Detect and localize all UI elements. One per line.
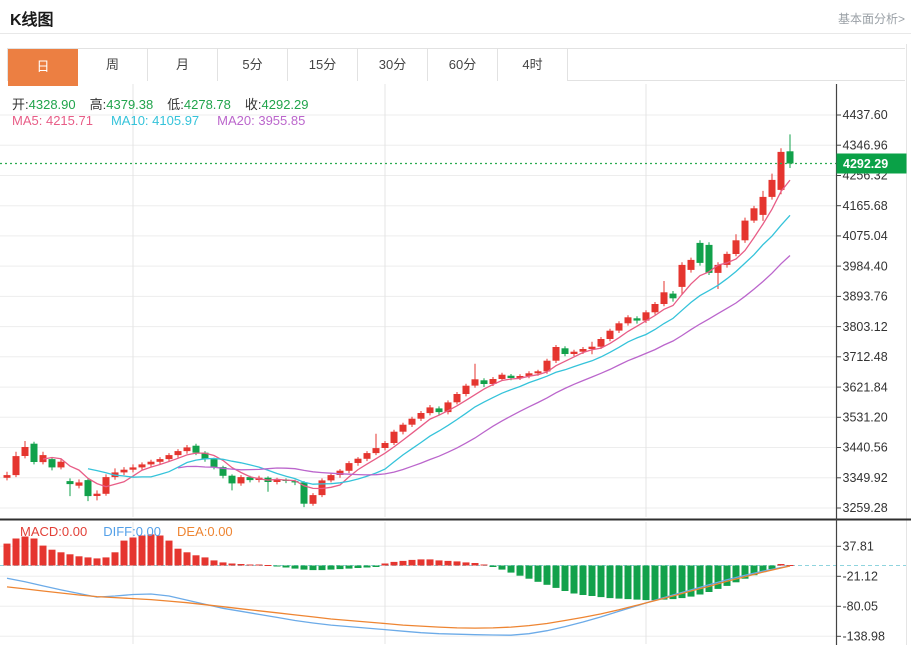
open-value: 4328.90 xyxy=(28,97,76,112)
ma-row: MA5: 4215.71 MA10: 4105.97 MA20: 3955.85 xyxy=(12,113,305,128)
price-tick-label: 3621.84 xyxy=(843,380,888,394)
svg-text:4292.29: 4292.29 xyxy=(843,157,888,171)
close-label: 收: xyxy=(244,97,262,112)
tab-month[interactable]: 月 xyxy=(148,49,218,81)
ma10-legend: MA10: 4105.97 xyxy=(110,113,200,128)
low-label: 低: xyxy=(167,97,184,112)
macd-tick-label: -138.98 xyxy=(843,630,885,644)
price-tick-label: 3712.48 xyxy=(843,350,888,364)
price-tick-label: 3531.20 xyxy=(843,411,888,425)
price-tick-label: 3803.12 xyxy=(843,320,888,334)
price-tick-label: 3893.76 xyxy=(843,290,888,304)
macd-histogram xyxy=(3,534,794,601)
diff-legend: DIFF:0.00 xyxy=(103,524,162,539)
close-value: 4292.29 xyxy=(261,97,309,112)
price-tick-label: 3259.28 xyxy=(843,501,888,515)
tab-15min[interactable]: 15分 xyxy=(288,49,358,81)
price-tick-label: 3440.56 xyxy=(843,441,888,455)
vertical-grid xyxy=(132,84,647,644)
fundamental-analysis-link[interactable]: 基本面分析> xyxy=(837,12,905,26)
tab-day[interactable]: 日 xyxy=(8,49,78,86)
macd-tick-label: 37.81 xyxy=(843,540,874,554)
macd-legend: MACD:0.00 xyxy=(20,524,88,539)
diff-line xyxy=(6,565,791,636)
ma20-legend: MA20: 3955.85 xyxy=(217,113,306,128)
ma20-line xyxy=(177,255,791,476)
tab-5min[interactable]: 5分 xyxy=(218,49,288,81)
macd-header: MACD:0.00 DIFF:0.00 DEA:0.00 xyxy=(20,524,233,539)
open-label: 开: xyxy=(12,97,29,112)
price-axis: 4437.604346.964256.324165.684075.043984.… xyxy=(836,108,888,515)
dea-line xyxy=(6,565,791,629)
ma5-line xyxy=(42,179,791,490)
high-value: 4379.38 xyxy=(106,97,154,112)
price-tick-label: 4075.04 xyxy=(843,229,888,243)
header-divider xyxy=(0,33,911,34)
price-tick-label: 3349.92 xyxy=(843,471,888,485)
candles[interactable] xyxy=(3,134,794,508)
ohlc-row: 开:4328.90 高:4379.38 低:4278.78 收:4292.29 xyxy=(12,94,323,113)
macd-tick-label: -80.05 xyxy=(843,600,878,614)
tab-30min[interactable]: 30分 xyxy=(358,49,428,81)
low-value: 4278.78 xyxy=(183,97,231,112)
price-tick-label: 4165.68 xyxy=(843,199,888,213)
tab-row-filler xyxy=(568,49,905,80)
price-tick-label: 3984.40 xyxy=(843,259,888,273)
price-tick-label: 4346.96 xyxy=(843,138,888,152)
high-label: 高: xyxy=(89,97,107,112)
dea-legend: DEA:0.00 xyxy=(177,524,233,539)
page-title: K线图 xyxy=(10,12,54,29)
macd-tick-label: -21.12 xyxy=(843,570,878,584)
tab-4hour[interactable]: 4时 xyxy=(498,49,568,81)
current-price-marker: 4292.29 xyxy=(836,153,907,174)
period-tabs: 日周月 5分 15分 30分 60分 4时 xyxy=(7,48,905,86)
tab-60min[interactable]: 60分 xyxy=(428,49,498,81)
ma10-line xyxy=(87,214,791,485)
macd-axis: 37.81 -21.12 -80.05 -138.98 xyxy=(836,540,885,644)
price-tick-label: 4437.60 xyxy=(843,108,888,122)
ma5-legend: MA5: 4215.71 xyxy=(12,113,93,128)
tab-week[interactable]: 周 xyxy=(78,49,148,81)
main-grid xyxy=(0,114,837,509)
